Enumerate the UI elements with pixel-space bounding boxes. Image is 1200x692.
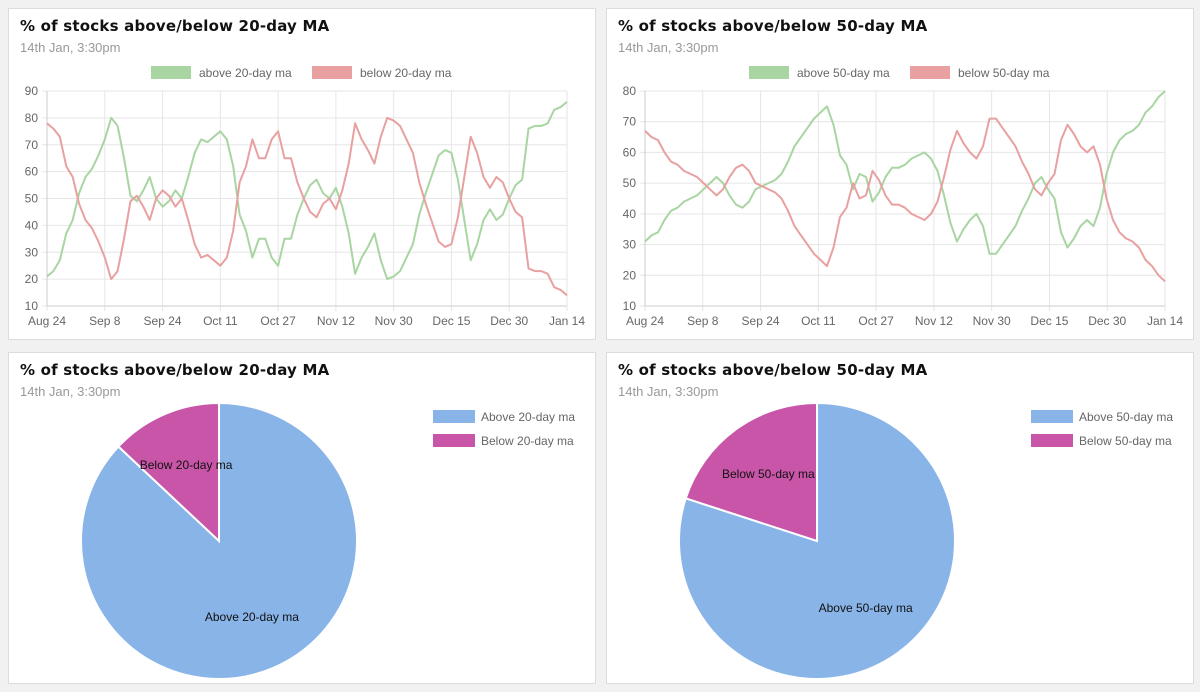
legend-swatch [1031,410,1073,423]
series-line-above [644,90,1166,255]
pie-chart-50day: Below 50-day ma Above 50-day ma Above 50-d… [678,401,1173,680]
x-tick-label: Nov 12 [915,314,953,328]
legend-label: above 50-day ma [797,66,890,80]
card-subtitle: 14th Jan, 3:30pm [618,40,719,55]
y-tick-label: 50 [25,192,39,206]
y-tick-label: 70 [25,138,39,152]
pie-chart-20day: Below 20-day ma Above 20-day ma Above 20-d… [80,401,575,680]
y-tick-label: 40 [623,207,637,221]
y-tick-label: 20 [25,272,39,286]
y-tick-label: 30 [623,238,637,252]
x-tick-label: Dec 30 [490,314,528,328]
pie-label-below: Below 50-day ma [722,467,815,481]
x-tick-label: Sep 8 [687,314,719,328]
x-tick-label: Sep 24 [144,314,182,328]
chart-card-20day-line: % of stocks above/below 20-day MA 14th J… [8,8,596,340]
legend-swatch [433,410,475,423]
y-tick-label: 70 [623,115,637,129]
legend-label: below 20-day ma [360,66,452,80]
series-line-below [644,117,1166,283]
card-subtitle: 14th Jan, 3:30pm [20,384,121,399]
x-tick-label: Dec 15 [432,314,470,328]
card-title: % of stocks above/below 20-day MA [20,17,330,35]
y-tick-label: 60 [623,145,637,159]
x-tick-label: Sep 8 [89,314,121,328]
card-subtitle: 14th Jan, 3:30pm [618,384,719,399]
x-tick-label: Jan 14 [1147,314,1183,328]
y-tick-label: 10 [623,299,637,313]
legend-swatch [151,66,191,79]
pie-slice-below [684,401,818,543]
x-tick-label: Dec 15 [1030,314,1068,328]
x-tick-label: Nov 12 [317,314,355,328]
pie-slice-below [116,401,220,544]
legend-label: above 20-day ma [199,66,292,80]
y-tick-label: 30 [25,245,39,259]
chart-card-50day-pie: % of stocks above/below 50-day MA 14th J… [606,352,1194,684]
card-title: % of stocks above/below 50-day MA [618,17,928,35]
card-subtitle: 14th Jan, 3:30pm [20,40,121,55]
line-chart-50day: 10 20 30 40 50 60 70 80 Aug 24 Sep 8 Sep 24 Oct 11 O… [623,66,1183,328]
card-title: % of stocks above/below 50-day MA [618,361,928,379]
pie-label-below: Below 20-day ma [140,458,233,472]
y-tick-label: 20 [623,268,637,282]
pie-label-above: Above 20-day ma [205,610,299,624]
legend-label: Above 20-day ma [481,410,575,424]
legend-swatch [433,434,475,447]
legend-label: Below 20-day ma [481,434,574,448]
x-tick-label: Aug 24 [626,314,664,328]
legend-swatch [910,66,950,79]
x-tick-label: Nov 30 [973,314,1011,328]
x-tick-label: Oct 11 [203,314,238,328]
legend-swatch [1031,434,1073,447]
y-tick-label: 90 [25,84,39,98]
x-tick-label: Dec 30 [1088,314,1126,328]
series-line-below [46,116,568,297]
card-title: % of stocks above/below 20-day MA [20,361,330,379]
chart-card-50day-line: % of stocks above/below 50-day MA 14th J… [606,8,1194,340]
y-tick-label: 80 [623,84,637,98]
x-tick-label: Oct 11 [801,314,836,328]
y-tick-label: 50 [623,176,637,190]
y-tick-label: 80 [25,111,39,125]
x-tick-label: Oct 27 [260,314,296,328]
x-tick-label: Oct 27 [858,314,894,328]
x-tick-label: Sep 24 [742,314,780,328]
legend-label: Above 50-day ma [1079,410,1173,424]
x-tick-label: Jan 14 [549,314,585,328]
legend-label: Below 50-day ma [1079,434,1172,448]
y-tick-label: 60 [25,165,39,179]
chart-card-20day-pie: % of stocks above/below 20-day MA 14th J… [8,352,596,684]
legend-swatch [312,66,352,79]
x-tick-label: Nov 30 [375,314,413,328]
y-tick-label: 10 [25,299,39,313]
y-tick-label: 40 [25,218,39,232]
legend-swatch [749,66,789,79]
x-tick-label: Aug 24 [28,314,66,328]
legend-label: below 50-day ma [958,66,1050,80]
pie-label-above: Above 50-day ma [819,601,913,615]
line-chart-20day: 10 20 30 40 50 60 70 80 90 Aug 24 Sep 8 Sep 24 Oct 1… [25,66,585,328]
